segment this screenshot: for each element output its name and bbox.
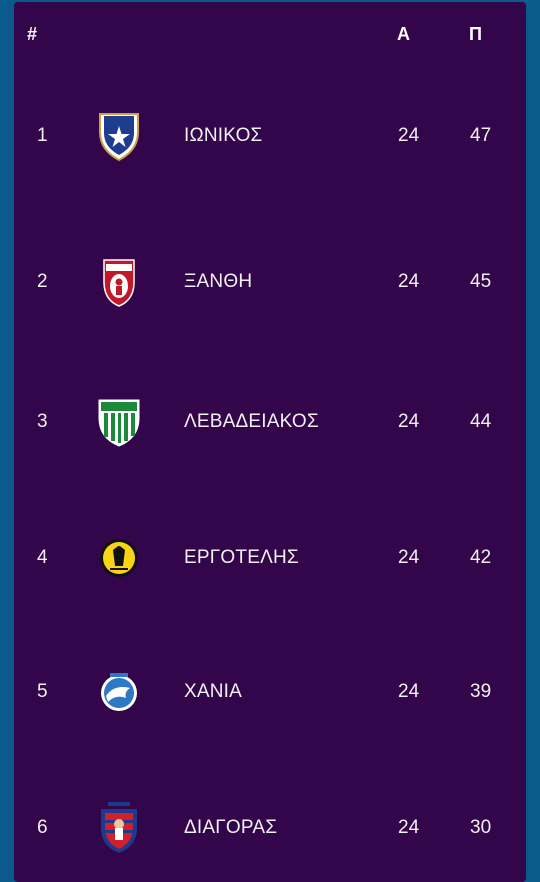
header-points[interactable]: Π xyxy=(469,24,482,44)
levadiakos-crest-icon xyxy=(96,394,142,450)
row-rank: 2 xyxy=(37,271,48,292)
diagoras-crest-icon xyxy=(96,800,142,856)
table-row[interactable]: 5 ΧΑΝΙΑ 24 39 xyxy=(14,662,526,722)
row-rank: 5 xyxy=(37,681,48,702)
row-rank: 1 xyxy=(37,125,48,146)
header-played[interactable]: Α xyxy=(397,24,410,44)
row-team-name: ΧΑΝΙΑ xyxy=(184,681,243,702)
row-points: 39 xyxy=(470,681,492,702)
table-row[interactable]: 1 ΙΩΝΙΚΟΣ 24 47 xyxy=(14,106,526,166)
ergotelis-crest-icon xyxy=(96,530,142,586)
row-points: 30 xyxy=(470,817,492,838)
table-row[interactable]: 4 ΕΡΓΟΤΕΛΗΣ 24 42 xyxy=(14,528,526,588)
header-rank[interactable]: # xyxy=(27,24,38,44)
row-played: 24 xyxy=(398,411,420,432)
row-rank: 6 xyxy=(37,817,48,838)
standings-table: # Α Π 1 ΙΩΝΙΚΟΣ 24 47 2 ΞΑ xyxy=(14,2,526,882)
row-team-name: ΔΙΑΓΟΡΑΣ xyxy=(184,817,278,838)
table-row[interactable]: 3 ΛΕΒΑΔΕΙΑΚΟΣ 24 44 xyxy=(14,392,526,452)
row-played: 24 xyxy=(398,547,420,568)
row-rank: 4 xyxy=(37,547,48,568)
row-points: 44 xyxy=(470,411,492,432)
row-team-name: ΕΡΓΟΤΕΛΗΣ xyxy=(184,547,299,568)
row-played: 24 xyxy=(398,817,420,838)
row-rank: 3 xyxy=(37,411,48,432)
row-points: 42 xyxy=(470,547,492,568)
row-played: 24 xyxy=(398,271,420,292)
row-team-name: ΞΑΝΘΗ xyxy=(184,271,253,292)
table-row[interactable]: 2 ΞΑΝΘΗ 24 45 xyxy=(14,252,526,312)
xanthi-crest-icon xyxy=(96,254,142,310)
row-played: 24 xyxy=(398,681,420,702)
chania-crest-icon xyxy=(96,664,142,720)
row-team-name: ΙΩΝΙΚΟΣ xyxy=(184,125,263,146)
row-points: 45 xyxy=(470,271,492,292)
table-row[interactable]: 6 ΔΙΑΓΟΡΑΣ 24 30 xyxy=(14,798,526,858)
row-played: 24 xyxy=(398,125,420,146)
ionikos-crest-icon xyxy=(96,108,142,164)
row-team-name: ΛΕΒΑΔΕΙΑΚΟΣ xyxy=(184,411,319,432)
row-points: 47 xyxy=(470,125,492,146)
